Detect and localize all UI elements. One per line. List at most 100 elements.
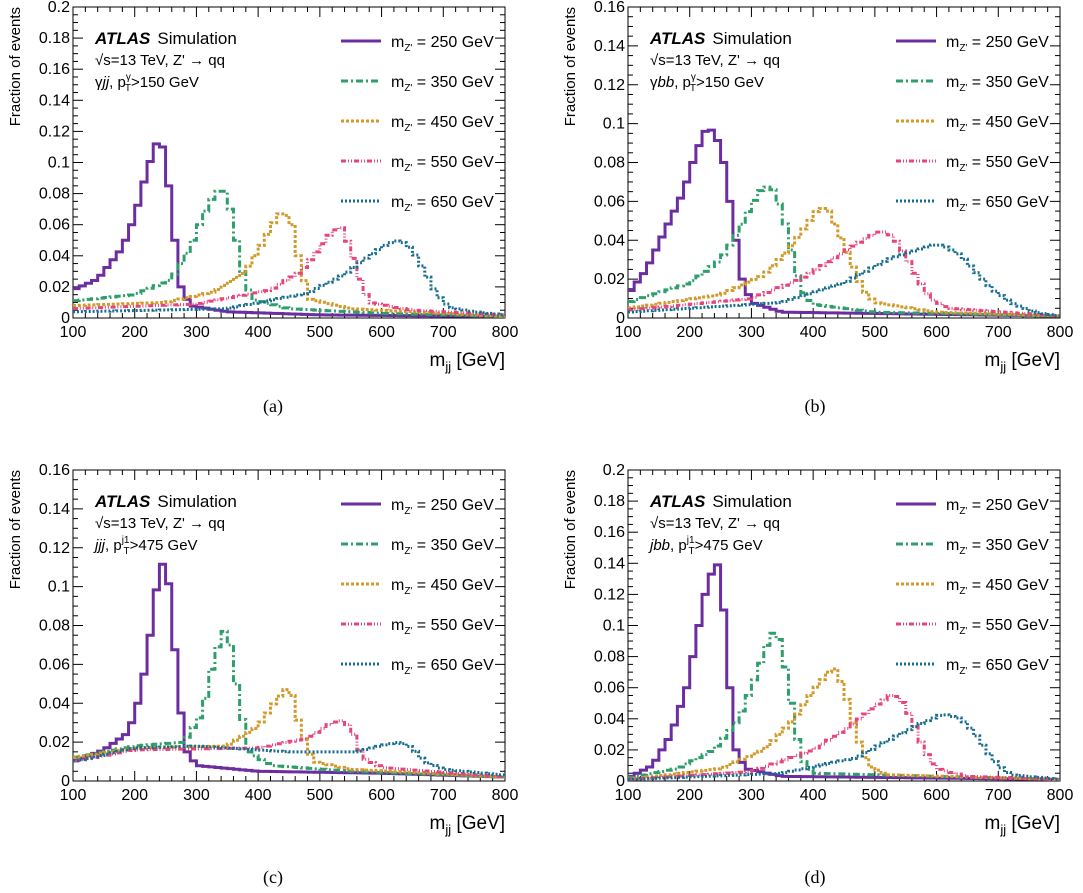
y-axis-label: Fraction of events (562, 470, 579, 589)
y-tick-label: 0.1 (603, 618, 625, 635)
y-tick-label: 0.14 (594, 555, 625, 572)
atlas-label: ATLAS Simulation (649, 29, 792, 48)
y-tick-label: 0.1 (48, 579, 70, 596)
y-tick-label: 0.12 (594, 77, 625, 94)
x-tick-label: 300 (738, 787, 765, 804)
x-tick-label: 300 (183, 324, 210, 341)
selection-label: γjj, pγ T>150 GeV (95, 72, 199, 94)
x-tick-label: 400 (245, 324, 272, 341)
y-tick-label: 0.04 (594, 232, 625, 249)
chart-panel-d: 100 200 300 400 500 600 700 800 0 0.02 0.04 0.06 0.0… (562, 462, 1073, 888)
x-tick-label: 200 (676, 324, 703, 341)
y-tick-label: 0.12 (594, 586, 625, 603)
legend-label-mz-550: mZ' = 550 GeV (391, 154, 494, 174)
panel-caption: (d) (805, 867, 826, 888)
panel-caption: (a) (263, 396, 283, 417)
legend-label-mz-250: mZ' = 250 GeV (391, 497, 494, 517)
x-tick-label: 600 (923, 787, 950, 804)
chart-panel-b: 100 200 300 400 500 600 700 800 0 0.02 0.04 0.06 0.0… (562, 0, 1073, 417)
energy-label: √s=13 TeV, Z' → qq (95, 52, 225, 69)
atlas-label: ATLAS Simulation (649, 492, 792, 511)
y-tick-label: 0.04 (594, 711, 625, 728)
x-tick-label: 700 (430, 324, 457, 341)
x-tick-label: 800 (492, 787, 519, 804)
energy-label: √s=13 TeV, Z' → qq (650, 52, 780, 69)
series-mz-650 (73, 741, 505, 777)
series-mz-650 (628, 713, 1060, 781)
y-tick-label: 0.06 (39, 217, 70, 234)
legend-label-mz-450: mZ' = 450 GeV (391, 114, 494, 134)
series-mz-550 (73, 226, 505, 317)
legend-label-mz-350: mZ' = 350 GeV (946, 74, 1049, 94)
panel-caption: (c) (263, 867, 283, 888)
x-tick-label: 800 (1047, 324, 1074, 341)
legend-label-mz-250: mZ' = 250 GeV (946, 34, 1049, 54)
atlas-label: ATLAS Simulation (94, 492, 237, 511)
legend-label-mz-350: mZ' = 350 GeV (391, 537, 494, 557)
y-tick-label: 0.02 (39, 734, 70, 751)
x-tick-label: 700 (985, 787, 1012, 804)
y-axis-label: Fraction of events (7, 470, 24, 589)
y-tick-label: 0.16 (594, 0, 625, 16)
x-tick-label: 100 (615, 324, 642, 341)
y-tick-label: 0.16 (39, 462, 70, 479)
series-mz-350 (73, 629, 505, 779)
series-mz-550 (628, 230, 1060, 318)
y-tick-label: 0.02 (594, 271, 625, 288)
legend-label-mz-450: mZ' = 450 GeV (946, 114, 1049, 134)
y-axis-label: Fraction of events (7, 7, 24, 126)
legend-label-mz-450: mZ' = 450 GeV (946, 577, 1049, 597)
y-tick-label: 0.02 (594, 742, 625, 759)
legend-label-mz-250: mZ' = 250 GeV (946, 497, 1049, 517)
y-tick-label: 0 (61, 773, 70, 790)
series-mz-350 (73, 189, 505, 318)
energy-label: √s=13 TeV, Z' → qq (95, 515, 225, 532)
y-tick-label: 0.12 (39, 540, 70, 557)
y-tick-label: 0.16 (594, 524, 625, 541)
legend-label-mz-650: mZ' = 650 GeV (391, 657, 494, 677)
x-tick-label: 100 (60, 787, 87, 804)
chart-panel-a: 100 200 300 400 500 600 700 800 0 0.02 0.04 0.06 0.0… (7, 0, 518, 417)
x-tick-label: 300 (183, 787, 210, 804)
x-tick-label: 500 (862, 787, 889, 804)
y-tick-label: 0.04 (39, 695, 70, 712)
x-tick-label: 200 (676, 787, 703, 804)
legend-label-mz-550: mZ' = 550 GeV (946, 154, 1049, 174)
y-tick-label: 0.06 (594, 193, 625, 210)
series-mz-350 (628, 185, 1060, 318)
legend-label-mz-650: mZ' = 650 GeV (391, 194, 494, 214)
x-tick-label: 400 (800, 787, 827, 804)
y-tick-label: 0 (616, 773, 625, 790)
y-tick-label: 0.14 (594, 38, 625, 55)
legend-label-mz-550: mZ' = 550 GeV (391, 617, 494, 637)
y-tick-label: 0.02 (39, 279, 70, 296)
x-tick-label: 800 (1047, 787, 1074, 804)
y-tick-label: 0.04 (39, 248, 70, 265)
y-tick-label: 0.1 (48, 155, 70, 172)
x-tick-label: 100 (60, 324, 87, 341)
x-tick-label: 300 (738, 324, 765, 341)
x-tick-label: 200 (121, 324, 148, 341)
x-tick-label: 800 (492, 324, 519, 341)
legend-label-mz-650: mZ' = 650 GeV (946, 194, 1049, 214)
y-tick-label: 0 (61, 310, 70, 327)
x-tick-label: 500 (307, 324, 334, 341)
legend-label-mz-250: mZ' = 250 GeV (391, 34, 494, 54)
x-axis-label: mjj [GeV] (430, 813, 505, 837)
series-mz-650 (628, 243, 1060, 318)
y-tick-label: 0.2 (48, 0, 70, 16)
y-tick-label: 0.14 (39, 92, 70, 109)
y-tick-label: 0.08 (39, 618, 70, 635)
y-tick-label: 0.2 (603, 462, 625, 479)
selection-label: γbb, pγ T>150 GeV (650, 72, 764, 94)
series-mz-450 (628, 667, 1060, 781)
legend-label-mz-450: mZ' = 450 GeV (391, 577, 494, 597)
x-tick-label: 600 (368, 324, 395, 341)
y-tick-label: 0.1 (603, 116, 625, 133)
x-tick-label: 200 (121, 787, 148, 804)
atlas-label: ATLAS Simulation (94, 29, 237, 48)
y-tick-label: 0.06 (594, 680, 625, 697)
y-tick-label: 0.08 (594, 155, 625, 172)
x-tick-label: 400 (245, 787, 272, 804)
x-tick-label: 600 (368, 787, 395, 804)
